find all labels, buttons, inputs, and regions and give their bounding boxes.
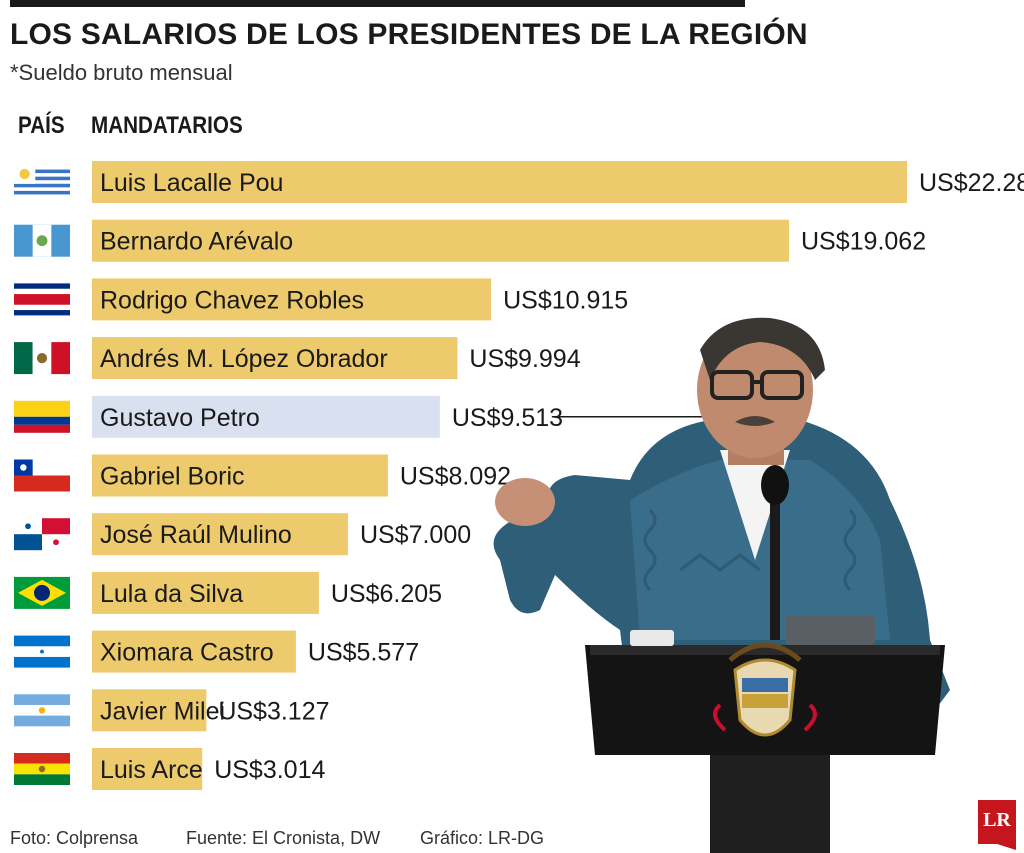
bar-value-label: US$9.513 [452, 404, 563, 432]
bar [92, 454, 388, 497]
bar-name-label: Lula da Silva [100, 580, 243, 608]
bar [92, 337, 458, 380]
bar-value-label: US$5.577 [308, 639, 419, 667]
bar-value-label: US$19.062 [801, 228, 926, 256]
country-column-header: PAÍS [18, 112, 65, 139]
bar-value-label: US$22.289 [919, 169, 1024, 197]
coat-of-arms-icon [713, 642, 817, 737]
bar-value-label: US$3.014 [214, 756, 325, 784]
bar-value-label: US$3.127 [218, 697, 329, 725]
bar [92, 513, 348, 556]
flag-bolivia-icon [14, 753, 70, 785]
bar-name-label: Gustavo Petro [100, 404, 260, 432]
bar-value-label: US$8.092 [400, 463, 511, 491]
flag-colombia-icon [14, 400, 70, 433]
bar [92, 571, 319, 614]
flag-uruguay-icon [14, 166, 70, 198]
bar-name-label: Rodrigo Chavez Robles [100, 286, 364, 314]
photo-credit: Foto: Colprensa [10, 828, 139, 848]
top-rule [10, 0, 745, 7]
bar-name-label: Luis Lacalle Pou [100, 169, 283, 197]
bar [92, 161, 907, 203]
chart-subtitle: *Sueldo bruto mensual [10, 60, 233, 85]
bar-name-label: Javier Milei [100, 697, 225, 725]
bar-name-label: José Raúl Mulino [100, 521, 292, 549]
flag-guatemala-icon [14, 224, 70, 257]
flag-brazil-icon [14, 576, 70, 609]
flag-mexico-icon [14, 342, 70, 375]
bar-name-label: Xiomara Castro [100, 639, 274, 667]
flag-argentina-icon [14, 694, 70, 727]
bar-name-label: Gabriel Boric [100, 463, 245, 491]
flag-panama-icon [14, 518, 70, 551]
flag-costa-rica-icon [14, 283, 70, 316]
flag-chile-icon [14, 459, 70, 492]
chart-title: LOS SALARIOS DE LOS PRESIDENTES DE LA RE… [10, 18, 808, 51]
leaders-column-header: MANDATARIOS [91, 112, 243, 139]
bar-name-label: Bernardo Arévalo [100, 228, 293, 256]
speaker-photo [493, 317, 950, 853]
bar [92, 630, 296, 673]
bar-value-label: US$10.915 [503, 286, 628, 314]
lr-logo: LR [978, 800, 1016, 850]
flag-honduras-icon [14, 635, 70, 668]
bar-value-label: US$6.205 [331, 580, 442, 608]
bar-value-label: US$9.994 [469, 345, 580, 373]
bar [92, 219, 790, 262]
bar-name-label: Andrés M. López Obrador [100, 345, 388, 373]
bar-value-label: US$7.000 [360, 521, 471, 549]
graphic-credit: Gráfico: LR-DG [420, 828, 545, 848]
bar [92, 395, 440, 438]
bar-name-label: Luis Arce [100, 756, 203, 784]
bar [92, 748, 203, 790]
bar [92, 278, 492, 321]
source-credit: Fuente: El Cronista, DW [186, 828, 381, 848]
bar [92, 689, 207, 732]
